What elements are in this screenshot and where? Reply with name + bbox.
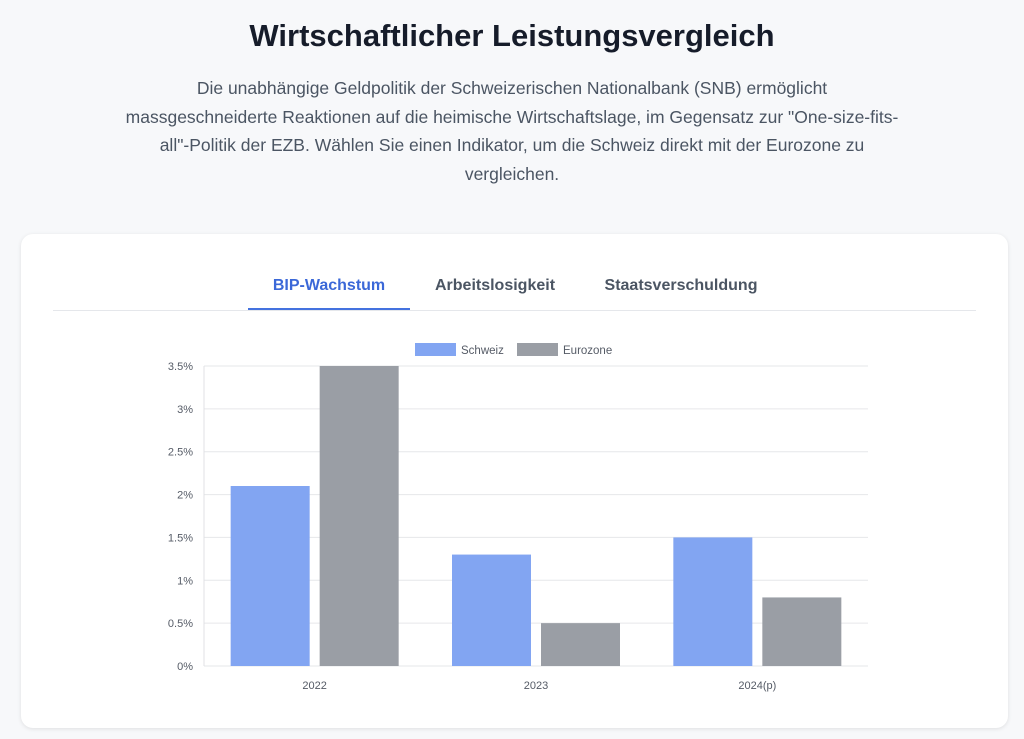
y-tick-label: 0% <box>177 661 193 673</box>
bar-schweiz-2023 <box>452 554 531 666</box>
x-tick-label: 2024(p) <box>738 680 776 692</box>
intro-text: Die unabhängige Geldpolitik der Schweize… <box>125 78 899 184</box>
bar-eurozone-2022 <box>319 366 399 666</box>
bar-schweiz-2024(p) <box>673 537 753 666</box>
legend-swatch-schweiz <box>415 343 456 356</box>
tab-bip-wachstum[interactable]: BIP-Wachstum <box>248 276 410 310</box>
y-tick-label: 2% <box>177 490 193 502</box>
x-tick-label: 2023 <box>524 680 548 692</box>
bar-eurozone-2023 <box>541 623 620 666</box>
page-title: Wirtschaftlicher Leistungsvergleich <box>249 18 775 53</box>
tab-staatsverschuldung[interactable]: Staatsverschuldung <box>604 277 758 294</box>
y-tick-label: 0.5% <box>168 618 193 630</box>
legend-swatch-eurozone <box>517 343 558 356</box>
legend-label-eurozone: Eurozone <box>563 345 612 357</box>
y-tick-label: 1% <box>177 575 193 587</box>
bar-eurozone-2024(p) <box>762 597 842 666</box>
y-tick-label: 1.5% <box>168 532 193 544</box>
bar-schweiz-2022 <box>230 486 310 666</box>
y-tick-label: 3.5% <box>168 361 193 373</box>
y-tick-label: 2.5% <box>168 447 193 459</box>
x-tick-label: 2022 <box>302 680 326 692</box>
legend-label-schweiz: Schweiz <box>461 345 504 357</box>
tab-arbeitslosigkeit[interactable]: Arbeitslosigkeit <box>434 277 556 294</box>
indicator-tabs: BIP-Wachstum Arbeitslosigkeit Staatsvers… <box>53 234 976 311</box>
y-tick-label: 3% <box>177 404 193 416</box>
